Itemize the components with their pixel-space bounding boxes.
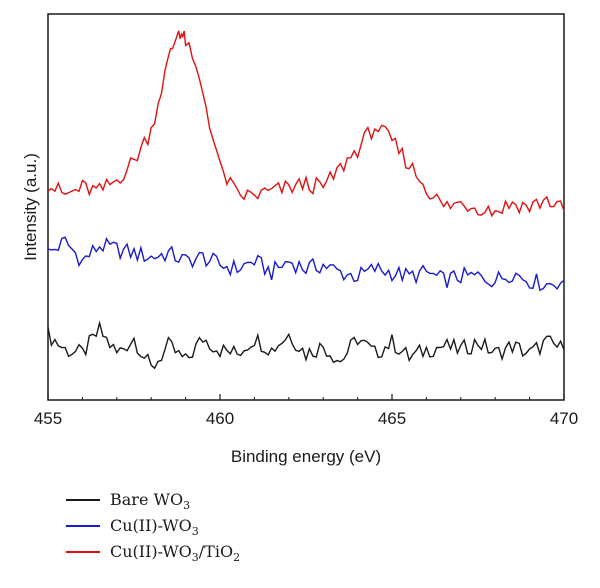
x-axis-ticks: 455 460 465 470 (34, 394, 578, 428)
x-tick-label-470: 470 (550, 409, 578, 428)
series-line-cu-ii-wo3-tio2 (47, 30, 565, 218)
x-tick-label-460: 460 (206, 409, 234, 428)
x-tick-label-455: 455 (34, 409, 62, 428)
legend-label-cu-wo3-tio2: Cu(II)-WO3/TiO2 (110, 542, 241, 565)
legend-swatch-bare-wo3 (66, 499, 100, 501)
series-line-cu-ii-wo3 (47, 236, 565, 292)
legend-label-bare-wo3: Bare WO3 (110, 490, 191, 513)
x-axis-title: Binding energy (eV) (231, 447, 381, 466)
series-layer (47, 30, 565, 370)
x-tick-label-465: 465 (378, 409, 406, 428)
legend-swatch-cu-wo3-tio2 (66, 551, 100, 553)
series-line-bare-wo3 (47, 320, 565, 370)
legend-swatch-cu-wo3 (66, 525, 100, 527)
y-axis-title: Intensity (a.u.) (21, 153, 40, 261)
legend-label-cu-wo3: Cu(II)-WO3 (110, 516, 199, 539)
plot-frame (47, 13, 565, 401)
